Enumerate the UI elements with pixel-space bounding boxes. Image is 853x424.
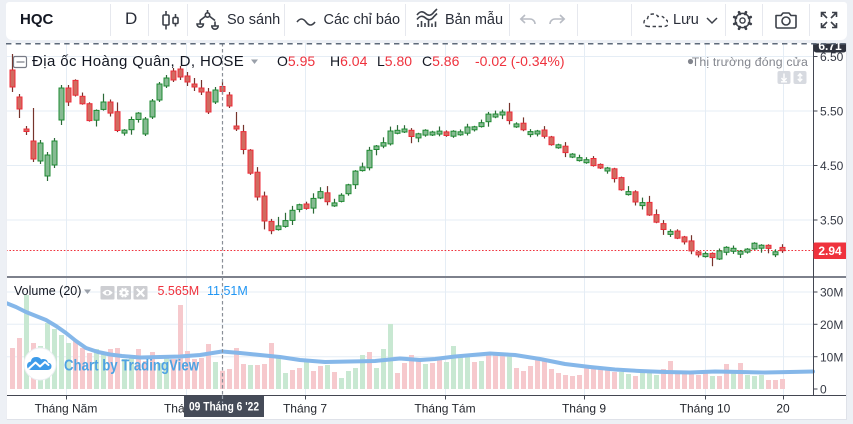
- svg-text:Tháng 9: Tháng 9: [562, 402, 606, 416]
- svg-text:09 Tháng 6 '22: 09 Tháng 6 '22: [189, 402, 259, 414]
- svg-text:2.94: 2.94: [818, 244, 842, 258]
- svg-text:C5.86: C5.86: [422, 53, 460, 69]
- svg-text:0: 0: [820, 383, 827, 397]
- svg-text:5.50: 5.50: [820, 105, 844, 119]
- svg-text:20M: 20M: [820, 318, 843, 332]
- svg-text:Thị trường đóng cửa: Thị trường đóng cửa: [692, 55, 808, 69]
- svg-text:H6.04: H6.04: [330, 53, 368, 69]
- svg-text:30M: 30M: [820, 286, 843, 300]
- svg-text:L5.80: L5.80: [377, 53, 412, 69]
- svg-text:5.565M: 5.565M: [158, 284, 200, 298]
- svg-text:-0.02 (-0.34%): -0.02 (-0.34%): [475, 53, 564, 69]
- svg-text:4.50: 4.50: [820, 159, 844, 173]
- svg-text:20: 20: [776, 402, 790, 416]
- svg-text:Tháng 10: Tháng 10: [680, 402, 731, 416]
- svg-text:Chart by TradingView: Chart by TradingView: [64, 358, 200, 375]
- svg-text:11.51M: 11.51M: [207, 284, 248, 298]
- svg-text:Tháng Năm: Tháng Năm: [35, 402, 98, 416]
- svg-text:Địa ốc Hoàng Quân, D, HOSE: Địa ốc Hoàng Quân, D, HOSE: [32, 53, 244, 70]
- svg-text:Tháng 7: Tháng 7: [283, 402, 327, 416]
- svg-text:Volume (20): Volume (20): [14, 284, 81, 298]
- svg-text:6.71: 6.71: [818, 43, 842, 53]
- svg-text:10M: 10M: [820, 350, 843, 364]
- svg-text:Tháng Tám: Tháng Tám: [414, 402, 475, 416]
- svg-text:3.50: 3.50: [820, 214, 844, 228]
- svg-text:6.50: 6.50: [820, 50, 844, 64]
- svg-text:O5.95: O5.95: [277, 53, 315, 69]
